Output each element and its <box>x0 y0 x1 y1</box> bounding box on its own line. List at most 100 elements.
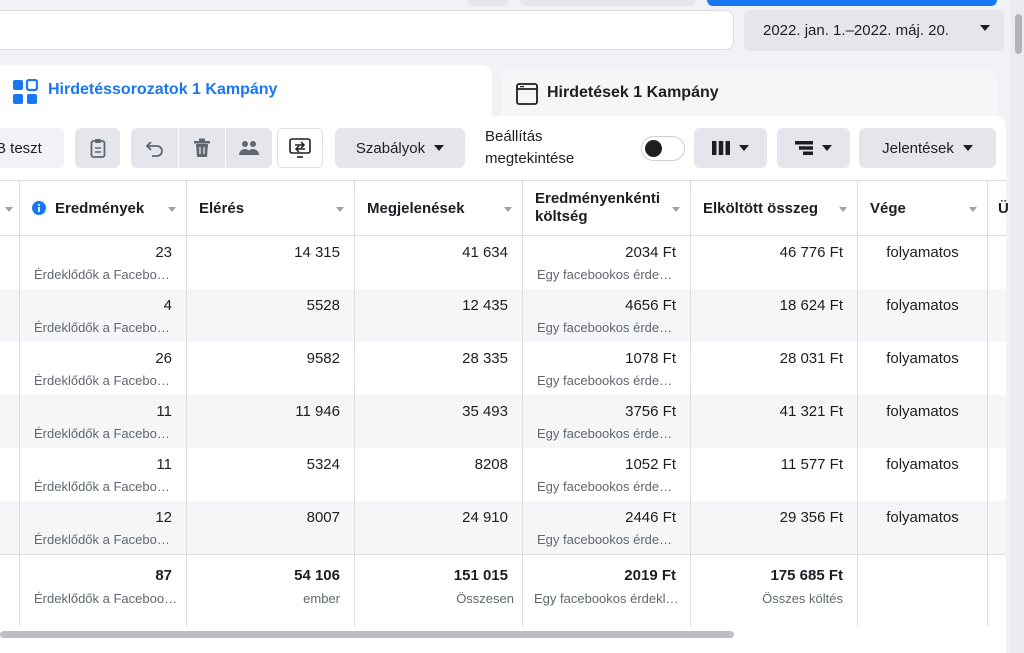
tab-adsets[interactable]: Hirdetéssorozatok 1 Kampány <box>0 65 492 125</box>
info-icon <box>32 201 46 215</box>
cell-spent: 28 031 Ft <box>691 342 858 395</box>
table-row[interactable]: 11 Érdeklődők a Facebo… 11 946 35 493 3756 F… <box>0 395 1006 448</box>
cell-cost: 2446 Ft Egy facebookos érde… <box>523 501 691 554</box>
cell-spent: 46 776 Ft <box>691 236 858 289</box>
results-value: 4 <box>163 297 172 314</box>
sort-icon <box>969 207 977 212</box>
totals-cost-value: 2019 Ft <box>624 567 676 584</box>
rules-label: Szabályok <box>355 139 426 157</box>
top-button-partial[interactable] <box>520 0 695 6</box>
rules-dropdown[interactable]: Szabályok <box>335 128 465 168</box>
cell-results: 4 Érdeklődők a Facebo… <box>20 289 187 342</box>
totals-results-value: 87 <box>155 567 172 584</box>
end-value: folyamatos <box>886 244 959 261</box>
column-header-partial[interactable]: Ü <box>988 181 1009 235</box>
totals-spent-value: 175 685 Ft <box>770 567 843 584</box>
top-button-partial[interactable] <box>468 0 508 6</box>
end-value: folyamatos <box>886 403 959 420</box>
cell-end: folyamatos <box>858 395 988 448</box>
cell-impressions: 24 910 <box>355 501 523 554</box>
sort-icon <box>336 207 344 212</box>
row-cell-partial <box>0 342 20 395</box>
table-row[interactable]: 11 Érdeklődők a Facebo… 5324 8208 1052 Ft Egy… <box>0 448 1006 501</box>
reach-value: 9582 <box>306 350 340 367</box>
cell-partial <box>988 342 1006 395</box>
window-scrollbar-track[interactable] <box>1010 0 1024 653</box>
cell-results: 23 Érdeklődők a Facebo… <box>20 236 187 289</box>
trash-icon <box>194 138 210 157</box>
chevron-down-icon <box>822 145 832 151</box>
row-cell-partial <box>0 236 20 289</box>
cell-impressions: 28 335 <box>355 342 523 395</box>
preview-toggle[interactable] <box>641 136 685 161</box>
tab-ads[interactable]: Hirdetések 1 Kampány <box>501 70 997 120</box>
sort-icon <box>504 207 512 212</box>
column-label-line2: költség <box>535 208 588 225</box>
delete-button[interactable] <box>179 128 225 168</box>
columns-icon <box>712 141 730 155</box>
totals-reach-sub: ember <box>303 591 340 606</box>
column-label: Megjelenések <box>367 199 465 217</box>
compare-button[interactable] <box>277 128 323 168</box>
cell-results: 11 Érdeklődők a Facebo… <box>20 395 187 448</box>
column-header-reach[interactable]: Elérés <box>187 181 355 235</box>
horizontal-scrollbar-thumb[interactable] <box>0 631 734 638</box>
column-header-amount-spent[interactable]: Elköltött összeg <box>691 181 858 235</box>
cell-results: 11 Érdeklődők a Facebo… <box>20 448 187 501</box>
row-cell-partial <box>0 395 20 448</box>
reports-dropdown[interactable]: Jelentések <box>859 128 996 168</box>
columns-dropdown[interactable] <box>694 128 767 168</box>
totals-row: 87 Érdeklődők a Faceboo… 54 106 ember 15… <box>0 554 1006 626</box>
ab-test-label: B teszt <box>0 139 42 157</box>
breakdown-dropdown[interactable] <box>777 128 850 168</box>
cost-value: 2034 Ft <box>625 244 676 261</box>
primary-button-partial[interactable] <box>707 0 997 6</box>
column-header-end[interactable]: Vége <box>858 181 988 235</box>
cell-partial <box>988 448 1006 501</box>
chevron-down-icon <box>434 145 445 151</box>
table-row[interactable]: 4 Érdeklődők a Facebo… 5528 12 435 4656 Ft Eg… <box>0 289 1006 342</box>
results-sub: Érdeklődők a Facebo… <box>34 532 170 547</box>
cell-impressions: 12 435 <box>355 289 523 342</box>
column-header-cost-per-result[interactable]: Eredményenkénti költség <box>523 181 691 235</box>
audience-button[interactable] <box>226 128 272 168</box>
search-bar[interactable] <box>0 10 734 50</box>
cell-reach: 5324 <box>187 448 355 501</box>
cell-spent: 18 624 Ft <box>691 289 858 342</box>
end-value: folyamatos <box>886 509 959 526</box>
impressions-value: 8208 <box>474 456 508 473</box>
ab-test-button[interactable]: B teszt <box>0 128 64 168</box>
totals-spent: 175 685 Ft Összes költés <box>691 555 858 626</box>
column-label: Vége <box>870 199 906 217</box>
date-range-picker[interactable]: 2022. jan. 1.–2022. máj. 20. <box>744 10 1004 51</box>
results-value: 11 <box>156 403 172 420</box>
table-row[interactable]: 26 Érdeklődők a Facebo… 9582 28 335 1078 Ft E… <box>0 342 1006 395</box>
ad-window-icon <box>516 83 538 110</box>
reach-value: 5324 <box>306 456 340 473</box>
preview-setting-label: Beállítás megtekintése <box>485 126 605 170</box>
cell-end: folyamatos <box>858 501 988 554</box>
spent-value: 29 356 Ft <box>779 509 843 526</box>
undo-button[interactable] <box>131 128 178 168</box>
table-row[interactable]: 23 Érdeklődők a Facebo… 14 315 41 634 2034 F… <box>0 236 1006 289</box>
row-cell-partial <box>0 448 20 501</box>
sort-icon <box>839 207 847 212</box>
duplicate-button[interactable] <box>75 128 120 168</box>
table-row[interactable]: 12 Érdeklődők a Facebo… 8007 24 910 2446 Ft E… <box>0 501 1006 554</box>
column-header-impressions[interactable]: Megjelenések <box>355 181 523 235</box>
table-header: Eredmények Elérés Megjelenések Eredménye… <box>0 180 1009 236</box>
preview-label-line1: Beállítás <box>485 128 543 145</box>
results-sub: Érdeklődők a Facebo… <box>34 373 170 388</box>
header-cell-partial[interactable] <box>0 181 20 235</box>
column-header-results[interactable]: Eredmények <box>20 181 187 235</box>
adsets-grid-icon <box>12 78 39 110</box>
totals-end <box>858 555 988 626</box>
cell-end: folyamatos <box>858 448 988 501</box>
window-scrollbar-thumb[interactable] <box>1015 14 1022 54</box>
results-value: 12 <box>155 509 172 526</box>
results-sub: Érdeklődők a Facebo… <box>34 426 170 441</box>
people-icon <box>239 141 259 155</box>
cell-partial <box>988 395 1006 448</box>
chevron-down-icon <box>739 145 749 151</box>
totals-reach-value: 54 106 <box>294 567 340 584</box>
